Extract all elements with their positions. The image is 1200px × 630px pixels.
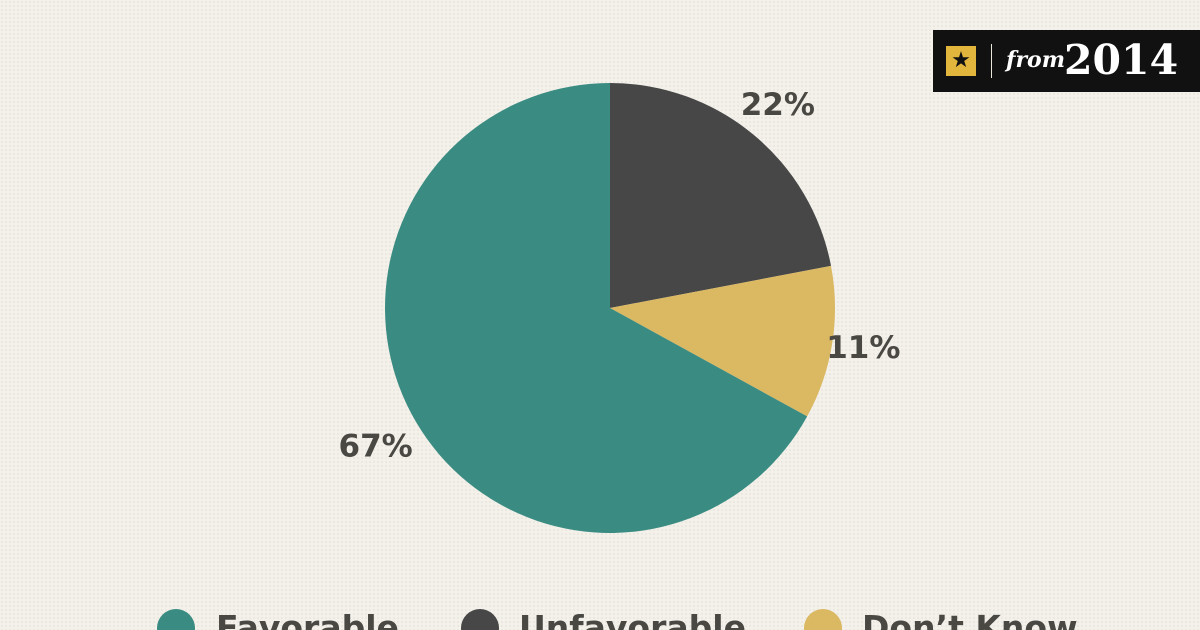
slice-label-don-t-know: 11% <box>826 330 900 366</box>
badge-year: 2014 <box>1064 36 1179 84</box>
pie-slices <box>385 83 835 534</box>
badge-prefix: from <box>1006 47 1066 73</box>
legend-label-don-t-know: Don’t Know <box>862 608 1078 630</box>
legend-swatch-favorable <box>157 609 195 630</box>
legend-item-don-t-know: Don’t Know <box>804 608 1078 630</box>
pie-slice-unfavorable <box>610 83 832 308</box>
slice-label-unfavorable: 22% <box>741 87 815 123</box>
pie-slice-labels: 22% 11% 67% <box>339 87 901 464</box>
pie-slice-favorable <box>385 83 808 534</box>
legend-label-unfavorable: Unfavorable <box>519 608 746 630</box>
badge-divider <box>991 44 992 78</box>
legend-item-unfavorable: Unfavorable <box>461 608 746 630</box>
legend-swatch-unfavorable <box>461 609 499 630</box>
legend-label-favorable: Favorable <box>216 608 399 630</box>
slice-label-favorable: 67% <box>339 429 413 465</box>
pie-slice-don-t-know <box>610 265 835 417</box>
legend-item-favorable: Favorable <box>157 608 399 630</box>
star-icon: ★ <box>946 46 976 76</box>
year-badge: ★ from 2014 <box>933 30 1200 92</box>
legend: Favorable Unfavorable Don’t Know <box>157 608 1078 630</box>
legend-swatch-don-t-know <box>804 609 842 630</box>
